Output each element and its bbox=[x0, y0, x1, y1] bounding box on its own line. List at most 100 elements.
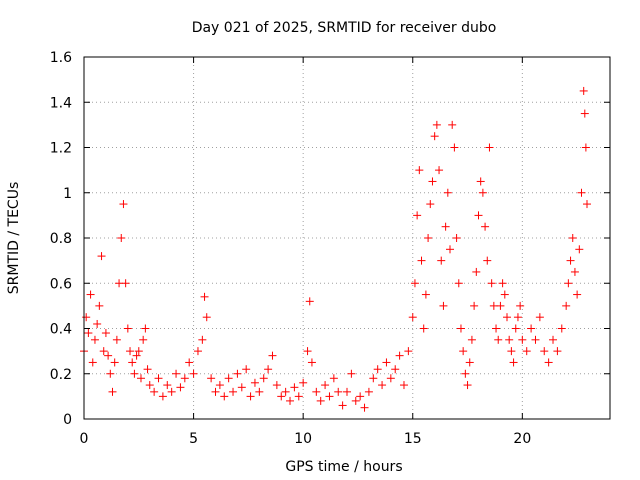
data-point bbox=[325, 392, 334, 401]
data-point bbox=[430, 132, 439, 141]
data-point bbox=[233, 369, 242, 378]
data-point bbox=[522, 347, 531, 356]
data-point bbox=[461, 369, 470, 378]
data-point bbox=[579, 86, 588, 95]
data-point bbox=[255, 387, 264, 396]
data-point bbox=[564, 279, 573, 288]
y-tick-label: 1.4 bbox=[50, 95, 72, 111]
y-tick-label: 0.6 bbox=[50, 276, 72, 292]
x-axis-label: GPS time / hours bbox=[285, 459, 402, 475]
data-point bbox=[139, 335, 148, 344]
data-point bbox=[476, 177, 485, 186]
data-point bbox=[163, 381, 172, 390]
data-point bbox=[454, 279, 463, 288]
data-point bbox=[88, 358, 97, 367]
plot-frame bbox=[83, 56, 611, 420]
data-point bbox=[496, 301, 505, 310]
data-point bbox=[485, 143, 494, 152]
data-point bbox=[126, 347, 135, 356]
y-tick-label: 0.8 bbox=[50, 231, 72, 247]
data-point bbox=[101, 329, 110, 338]
data-point bbox=[305, 297, 314, 306]
data-point bbox=[470, 301, 479, 310]
data-point bbox=[117, 234, 126, 242]
y-tick-label: 0.4 bbox=[50, 322, 72, 338]
data-point bbox=[527, 324, 536, 333]
y-tick-label: 1 bbox=[63, 186, 72, 202]
data-point bbox=[426, 200, 435, 209]
data-point bbox=[250, 378, 259, 387]
data-point bbox=[505, 335, 514, 344]
y-tick-label: 1.2 bbox=[50, 141, 72, 157]
data-point bbox=[549, 335, 558, 344]
data-point bbox=[207, 374, 216, 383]
data-point bbox=[93, 319, 102, 328]
data-point bbox=[391, 365, 400, 374]
data-point bbox=[141, 324, 150, 333]
data-point bbox=[511, 324, 520, 333]
data-point bbox=[419, 324, 428, 333]
x-tick-label: 15 bbox=[404, 431, 422, 447]
x-tick-label: 10 bbox=[294, 431, 312, 447]
data-point bbox=[566, 256, 575, 265]
data-point bbox=[417, 256, 426, 265]
data-point bbox=[180, 374, 189, 383]
data-point bbox=[95, 301, 104, 310]
data-point bbox=[294, 392, 303, 401]
data-point bbox=[351, 396, 360, 405]
data-point bbox=[582, 200, 591, 209]
data-point bbox=[172, 369, 181, 378]
data-point bbox=[474, 211, 483, 220]
data-point bbox=[481, 222, 490, 231]
data-point bbox=[338, 401, 347, 410]
x-tick-label: 0 bbox=[80, 431, 89, 447]
data-point bbox=[437, 256, 446, 265]
data-point bbox=[581, 143, 590, 152]
data-point bbox=[399, 381, 408, 390]
data-point bbox=[502, 313, 511, 322]
data-point bbox=[229, 387, 238, 396]
data-point bbox=[123, 324, 132, 333]
data-point bbox=[356, 392, 365, 401]
axis-ticks: 0 5 10 15 20 0 0.2 0.4 0.6 0.8 1 1.2 1.4 1.6 bbox=[50, 50, 610, 447]
data-point bbox=[378, 381, 387, 390]
data-point bbox=[369, 374, 378, 383]
data-point bbox=[200, 292, 209, 301]
data-point bbox=[570, 267, 579, 276]
data-point bbox=[307, 358, 316, 367]
data-point bbox=[82, 313, 91, 322]
chart-title: Day 021 of 2025, SRMTID for receiver dub… bbox=[192, 20, 497, 36]
data-point bbox=[104, 351, 113, 360]
data-point bbox=[568, 234, 577, 242]
data-point bbox=[343, 387, 351, 396]
data-point bbox=[97, 252, 106, 261]
y-axis-label: SRMTID / TECUs bbox=[6, 182, 22, 295]
data-point bbox=[507, 347, 516, 356]
data-point bbox=[463, 381, 472, 390]
data-point bbox=[535, 313, 544, 322]
data-point bbox=[329, 374, 338, 383]
data-point bbox=[404, 347, 413, 356]
data-point bbox=[281, 387, 290, 396]
data-point bbox=[415, 166, 424, 175]
y-tick-label: 1.6 bbox=[50, 50, 72, 66]
data-point bbox=[386, 374, 395, 383]
data-point bbox=[432, 120, 441, 129]
data-point bbox=[215, 381, 224, 390]
data-point bbox=[321, 381, 330, 390]
data-point bbox=[373, 365, 382, 374]
data-point bbox=[446, 245, 455, 254]
data-point bbox=[492, 324, 501, 333]
data-point bbox=[456, 324, 465, 333]
data-point bbox=[167, 387, 176, 396]
data-point bbox=[424, 234, 433, 242]
data-point bbox=[435, 166, 444, 175]
data-point bbox=[150, 387, 159, 396]
data-point bbox=[211, 387, 220, 396]
data-point bbox=[272, 381, 281, 390]
data-point bbox=[259, 374, 268, 383]
data-point bbox=[86, 290, 95, 299]
data-point bbox=[290, 383, 299, 392]
data-point bbox=[580, 109, 589, 118]
